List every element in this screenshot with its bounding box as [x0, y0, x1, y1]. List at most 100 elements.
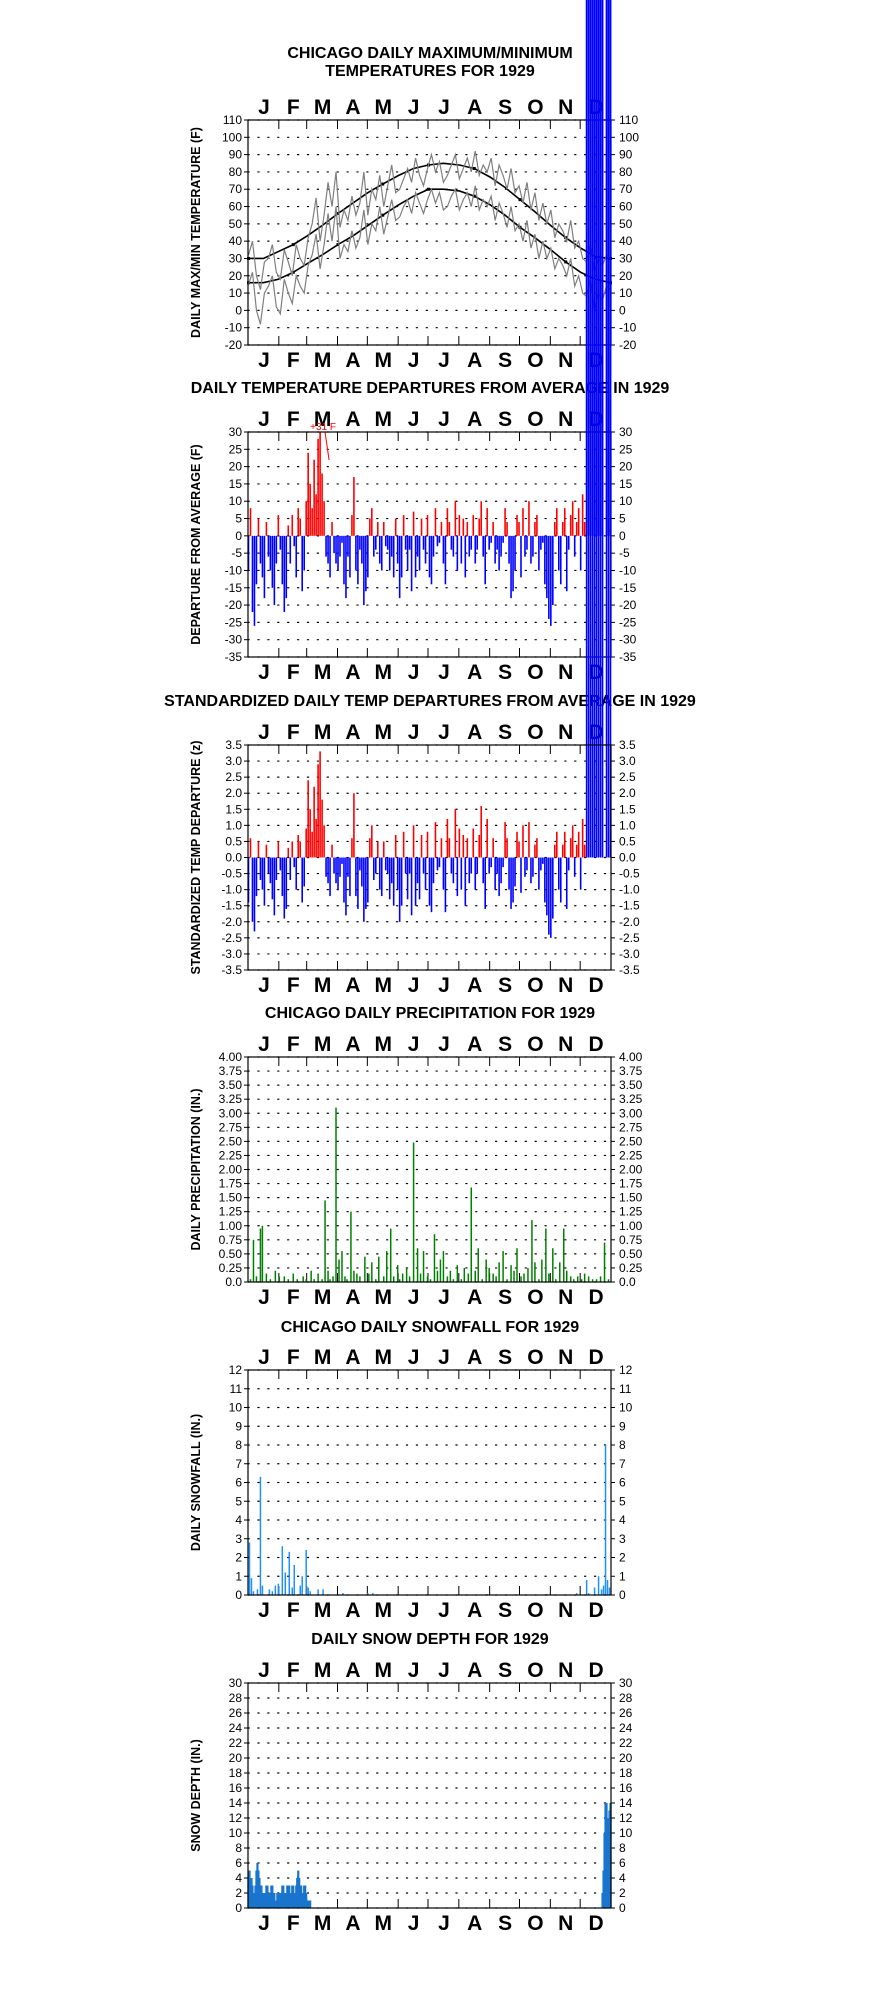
data-point: [336, 243, 340, 247]
month-label-bottom: F: [287, 1912, 300, 1935]
month-label-bottom: M: [314, 661, 332, 684]
y-tick-label-left: 30: [229, 251, 243, 265]
y-tick-label-left: 0.5: [225, 834, 242, 848]
y-tick-label-left: 3.50: [219, 1078, 243, 1092]
y-tick-label-right: -0.5: [619, 867, 640, 881]
y-tick-label-right: 0.5: [619, 834, 636, 848]
month-label-bottom: A: [467, 1912, 482, 1935]
y-tick-label-left: 3.5: [225, 738, 242, 752]
month-label-top: S: [498, 408, 512, 431]
y-tick-label-right: -3.5: [619, 963, 640, 977]
month-label-top: M: [375, 408, 393, 431]
y-tick-label-left: -1.5: [221, 899, 242, 913]
y-tick-label-right: 2.25: [619, 1148, 643, 1162]
month-label-top: N: [558, 1346, 573, 1369]
y-tick-label-left: 2.00: [219, 1163, 243, 1177]
y-tick-label-left: -3.5: [221, 963, 242, 977]
y-axis-label: DAILY MAX/MIN TEMPERATURE (F): [189, 127, 203, 338]
y-tick-label-left: 30: [229, 425, 243, 439]
month-label-bottom: M: [314, 349, 332, 372]
y-tick-label-left: -1.0: [221, 883, 242, 897]
month-label-top: A: [345, 1659, 360, 1682]
month-label-top: D: [588, 1659, 603, 1682]
data-point: [564, 260, 568, 264]
y-tick-label-left: -25: [225, 615, 243, 629]
y-tick-label-right: -20: [619, 338, 637, 352]
month-label-top: N: [558, 96, 573, 119]
month-label-bottom: A: [345, 1912, 360, 1935]
y-tick-label-right: 12: [619, 1811, 633, 1825]
month-label-bottom: N: [558, 1286, 573, 1309]
y-tick-label-right: 1.50: [619, 1191, 643, 1205]
month-label-top: M: [314, 408, 332, 431]
month-label-top: F: [287, 408, 300, 431]
month-label-top: J: [258, 408, 270, 431]
y-tick-label-right: 28: [619, 1691, 633, 1705]
y-tick-label-right: 22: [619, 1736, 633, 1750]
month-label-bottom: J: [438, 974, 450, 997]
y-tick-label-left: 10: [229, 1401, 243, 1415]
month-label-bottom: J: [408, 1912, 420, 1935]
plot-frame: [247, 1682, 612, 1909]
month-label-bottom: N: [558, 349, 573, 372]
month-label-top: O: [527, 1033, 543, 1056]
y-tick-label-right: 14: [619, 1796, 633, 1810]
month-label-bottom: A: [345, 974, 360, 997]
y-tick-label-right: -25: [619, 615, 637, 629]
month-label-top: M: [375, 1346, 393, 1369]
y-tick-label-right: 24: [619, 1721, 633, 1735]
month-label-top: J: [258, 1346, 270, 1369]
chart-title: CHICAGO DAILY MAXIMUM/MINIMUM: [287, 45, 572, 62]
y-tick-label-left: -3.0: [221, 947, 242, 961]
y-tick-label-left: 1.75: [219, 1177, 243, 1191]
y-tick-label-left: 3.00: [219, 1106, 243, 1120]
y-tick-label-right: 60: [619, 200, 633, 214]
month-label-top: J: [438, 1346, 450, 1369]
y-tick-label-right: -15: [619, 581, 637, 595]
y-tick-label-left: 12: [229, 1811, 243, 1825]
y-tick-label-left: 0: [235, 1588, 242, 1602]
y-tick-label-left: 2: [235, 1551, 242, 1565]
data-point: [427, 187, 431, 191]
month-label-bottom: M: [314, 1286, 332, 1309]
month-label-bottom: J: [258, 1912, 270, 1935]
off-scale-annotation: +31 F: [310, 422, 336, 433]
y-tick-label-left: 3.25: [219, 1092, 243, 1106]
month-label-top: J: [438, 1033, 450, 1056]
month-label-top: J: [408, 1346, 420, 1369]
month-label-bottom: M: [375, 1286, 393, 1309]
month-label-bottom: J: [408, 349, 420, 372]
y-tick-label-left: 40: [229, 234, 243, 248]
month-label-top: M: [375, 1659, 393, 1682]
chart-title: DAILY SNOW DEPTH FOR 1929: [311, 1631, 548, 1648]
y-tick-label-left: 20: [229, 460, 243, 474]
y-tick-label-left: 3.75: [219, 1064, 243, 1078]
month-label-top: J: [408, 1659, 420, 1682]
month-label-bottom: M: [314, 1599, 332, 1622]
y-tick-label-left: 0: [235, 303, 242, 317]
month-label-top: A: [467, 408, 482, 431]
y-tick-label-left: 1.50: [219, 1191, 243, 1205]
y-tick-label-right: 5: [619, 1494, 626, 1508]
y-tick-label-right: 20: [619, 1751, 633, 1765]
y-tick-label-right: 8: [619, 1438, 626, 1452]
month-label-top: M: [314, 96, 332, 119]
y-tick-label-right: -5: [619, 546, 630, 560]
y-tick-label-left: -35: [225, 650, 243, 664]
data-point: [291, 243, 295, 247]
month-label-top: O: [527, 408, 543, 431]
y-tick-label-left: 3.0: [225, 754, 242, 768]
month-label-top: N: [558, 721, 573, 744]
y-tick-label-right: -3.0: [619, 947, 640, 961]
y-tick-label-left: 25: [229, 442, 243, 456]
month-label-top: A: [467, 1659, 482, 1682]
month-label-bottom: M: [314, 1912, 332, 1935]
y-tick-label-left: 11: [230, 1382, 243, 1396]
y-tick-label-right: 18: [619, 1766, 633, 1780]
month-label-top: S: [498, 96, 512, 119]
y-tick-label-left: 1: [235, 1569, 242, 1583]
month-label-top: M: [375, 721, 393, 744]
y-tick-label-right: 10: [619, 286, 633, 300]
y-axis-label: SNOW DEPTH (IN.): [189, 1739, 203, 1852]
y-tick-label-left: -10: [225, 321, 243, 335]
